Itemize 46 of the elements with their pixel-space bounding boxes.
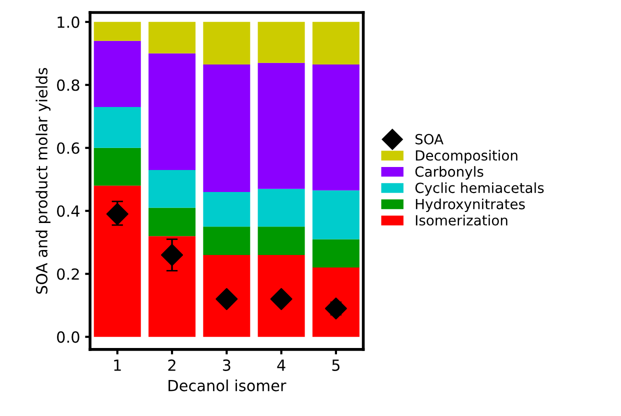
- bar: [203, 226, 250, 255]
- y-tick-label: 0.0: [57, 331, 80, 343]
- x-axis-title: Decanol isomer: [168, 380, 286, 392]
- legend-label: Carbonyls: [415, 166, 484, 180]
- x-tick-label: 5: [332, 360, 340, 371]
- y-tick-label: 0.8: [57, 79, 80, 91]
- x-tick-label: 2: [168, 359, 176, 371]
- bar: [203, 22, 250, 64]
- bar: [258, 226, 305, 255]
- bar: [312, 22, 360, 64]
- bar: [148, 170, 196, 208]
- bar: [258, 188, 305, 227]
- bar: [258, 62, 305, 189]
- legend-label: Decomposition: [416, 150, 518, 164]
- legend-label: SOA: [416, 134, 444, 144]
- bar: [94, 40, 141, 107]
- bar: [312, 239, 360, 268]
- x-tick-label: 1: [114, 360, 121, 371]
- point: [106, 203, 128, 226]
- y-tick-label: 0.2: [57, 268, 79, 280]
- bar: [312, 190, 360, 240]
- y-axis-title: SOA and product molar yields: [36, 68, 50, 294]
- bar: [94, 148, 141, 186]
- y-tick-label: 1.0: [58, 16, 80, 28]
- legend-label: Isomerization: [416, 214, 508, 226]
- bar: [203, 192, 250, 227]
- bar: [94, 106, 141, 148]
- x-tick-label: 3: [222, 359, 230, 371]
- bar: [94, 22, 141, 41]
- y-tick-label: 0.6: [57, 142, 80, 154]
- bar: [312, 268, 360, 337]
- legend-label: Hydroxynitrates: [416, 198, 525, 212]
- bar: [148, 53, 196, 170]
- bar: [148, 208, 196, 236]
- bar: [203, 64, 250, 192]
- bar: [148, 22, 196, 54]
- bar: [203, 254, 250, 337]
- bar: [94, 186, 141, 337]
- legend-label: Cyclic hemiacetals: [415, 182, 544, 196]
- bar: [258, 22, 305, 63]
- y-tick-label: 0.4: [57, 205, 80, 217]
- bar: [148, 236, 196, 337]
- bar: [312, 64, 360, 190]
- bar: [258, 254, 305, 337]
- point: [161, 244, 184, 266]
- x-tick-label: 4: [277, 360, 286, 371]
